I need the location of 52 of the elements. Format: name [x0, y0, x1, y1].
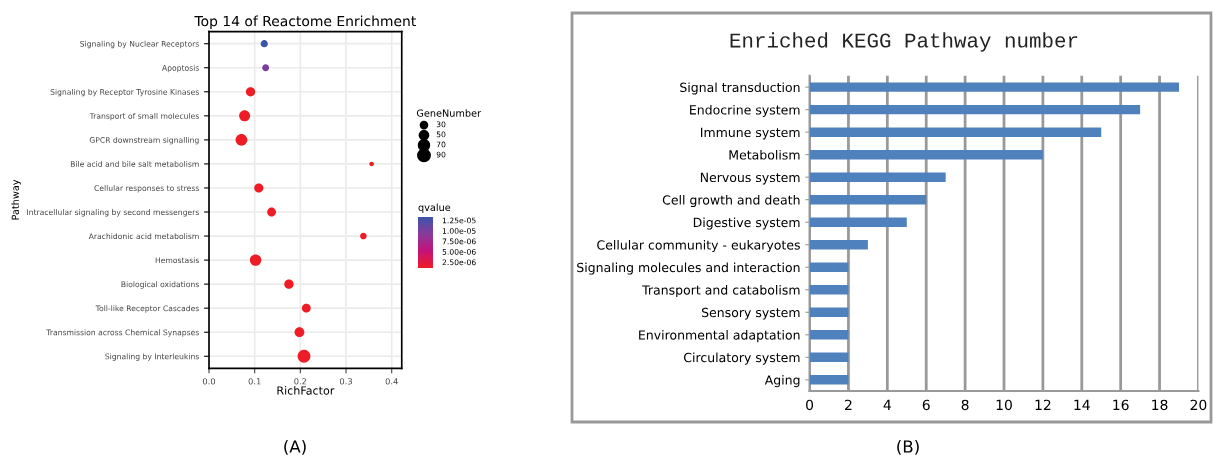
x-axis-title: RichFactor [277, 386, 335, 395]
bar [809, 104, 1141, 115]
chart-title: Top 14 of Reactome Enrichment [194, 15, 416, 29]
bar [809, 217, 907, 227]
y-tick-label: Metabolism [729, 149, 800, 160]
bar [809, 82, 1179, 92]
color-bar-title: qvalue [418, 203, 451, 213]
chart-title: Enriched KEGG Pathway number [730, 32, 1078, 52]
x-tick-label: 2 [845, 399, 852, 410]
y-tick-label: Cellular community - eukaryotes [597, 239, 800, 253]
bar [809, 149, 1043, 160]
x-tick-label: 16 [1113, 399, 1129, 411]
x-tick-label: 0.1 [248, 378, 261, 385]
x-tick-label: 8 [961, 399, 969, 411]
x-tick-label: 0.4 [385, 378, 398, 385]
legend-title: GeneNumber [416, 109, 482, 117]
x-tick-label: 14 [1074, 399, 1090, 410]
bar [809, 127, 1102, 137]
y-tick-label: Aging [764, 375, 800, 388]
bar [809, 352, 849, 363]
x-tick-label: 0 [806, 399, 814, 411]
y-tick-label: Digestive system [693, 217, 800, 230]
x-tick-label: 12 [1035, 399, 1051, 410]
bar [809, 285, 849, 295]
y-axis-title: Pathway [11, 179, 21, 220]
bar [809, 262, 849, 272]
x-tick-label: 0.2 [294, 378, 307, 385]
bar [809, 194, 927, 205]
x-tick-label: 0.0 [202, 378, 216, 385]
x-tick-label: 0.3 [339, 378, 352, 385]
y-tick-label: Signal transduction [680, 82, 800, 95]
bar [809, 172, 946, 182]
text: (B) [897, 439, 919, 455]
y-tick-label: Environmental adaptation [639, 330, 800, 343]
x-tick-label: 4 [883, 399, 891, 410]
x-tick-label: 10 [996, 399, 1012, 411]
y-tick-label: Transport and catabolism [642, 285, 800, 298]
bar [809, 375, 849, 385]
text: (A) [284, 439, 306, 455]
x-tick-label: 20 [1190, 399, 1207, 411]
y-tick-label: Nervous system [700, 172, 800, 185]
y-tick-label: Immune system [701, 127, 800, 140]
y-tick-label: Cell growth and death [662, 194, 800, 208]
x-tick-label: 6 [922, 399, 930, 411]
bar [809, 240, 868, 250]
y-tick-label: Sensory system [701, 307, 800, 320]
y-tick-label: Endocrine system [690, 104, 800, 117]
bar [809, 307, 849, 317]
y-tick-label: Signaling molecules and interaction [577, 262, 800, 275]
x-tick-label: 18 [1152, 399, 1168, 411]
y-tick-label: Circulatory system [684, 352, 800, 365]
bar [809, 330, 849, 340]
